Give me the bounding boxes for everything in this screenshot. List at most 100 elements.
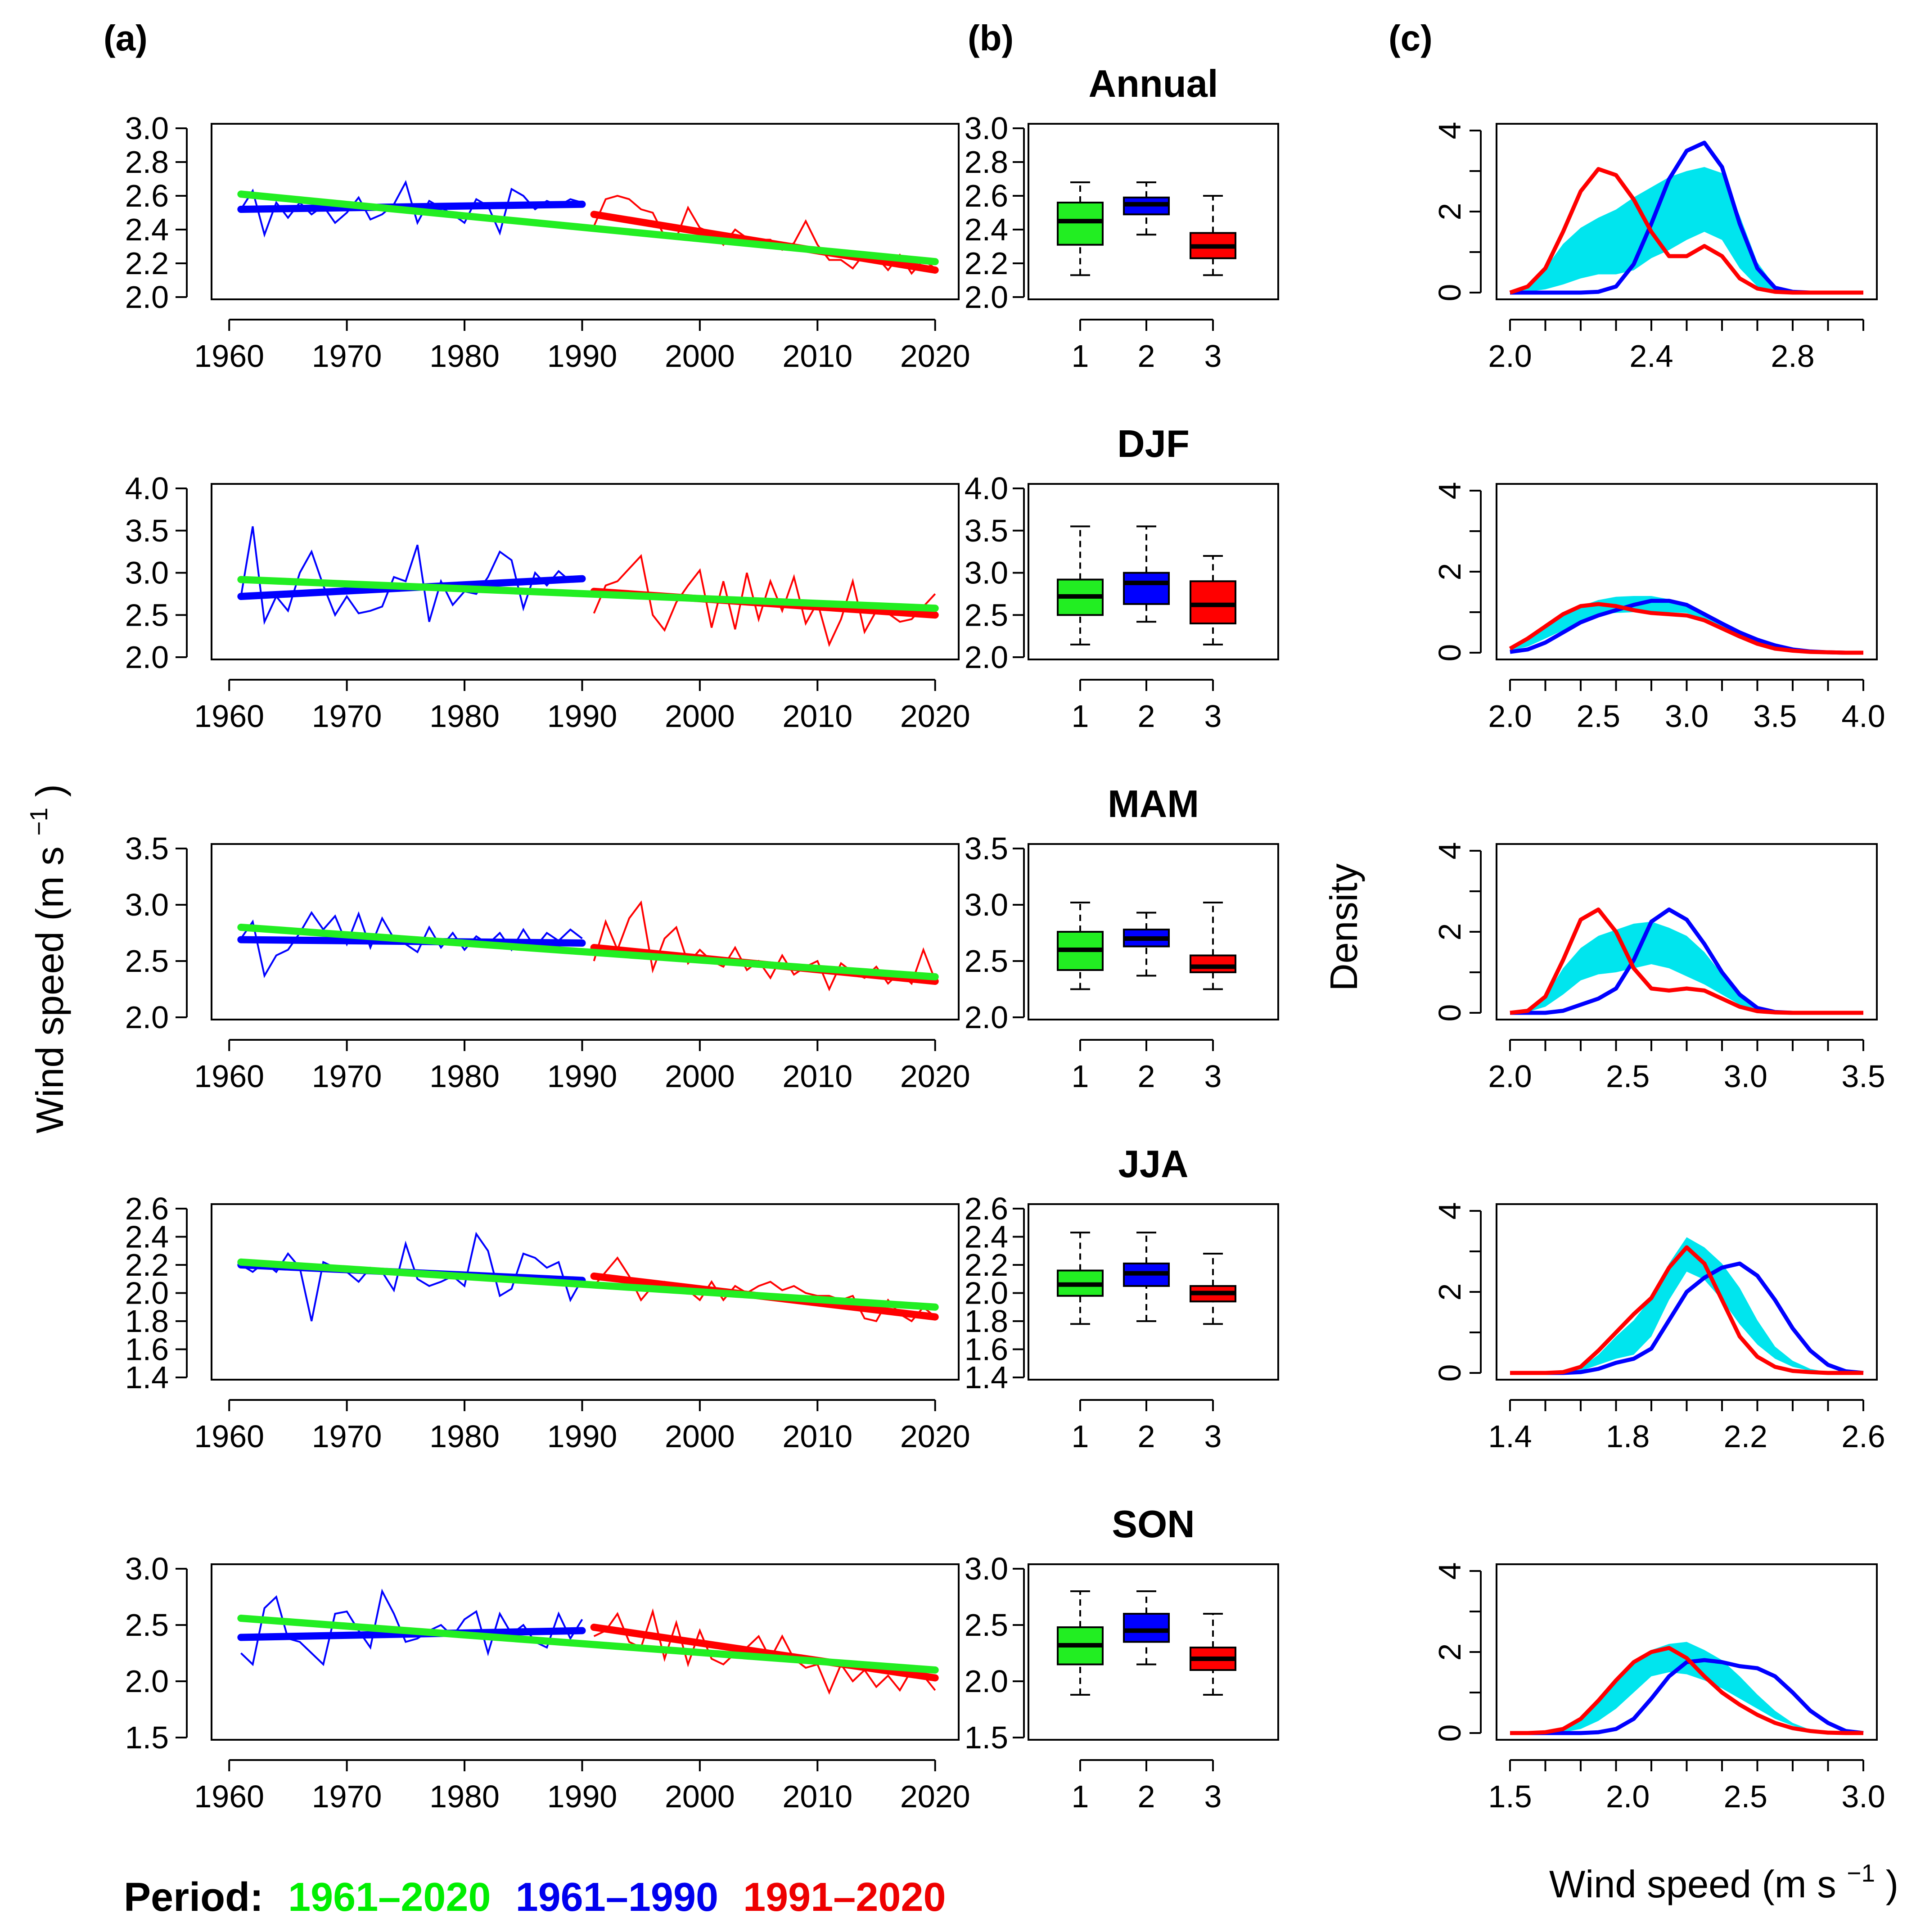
x-tick-label: 1970 xyxy=(312,699,382,734)
density-y-tick-label: 4 xyxy=(1432,1562,1467,1580)
trend-1961-2020 xyxy=(237,924,939,980)
x-tick-label: 1970 xyxy=(312,1419,382,1454)
density-1961-1990 xyxy=(1510,1658,1864,1735)
season-title: JJA xyxy=(1118,1143,1189,1186)
box-label: 1 xyxy=(1072,339,1089,374)
density-x-tick-label: 1.8 xyxy=(1606,1419,1650,1454)
box-label: 3 xyxy=(1204,1779,1222,1814)
x-tick-label: 2010 xyxy=(782,699,852,734)
y-tick-label: 2.4 xyxy=(965,212,1008,247)
density-band xyxy=(1510,167,1863,293)
x-tick-label: 2000 xyxy=(665,699,735,734)
density-x-tick-label: 2.0 xyxy=(1488,339,1532,374)
density-y-title: Density xyxy=(1323,863,1366,991)
series-1961-1990-line xyxy=(240,1589,583,1666)
density-x-tick-label: 3.0 xyxy=(1841,1779,1885,1814)
boxplot-frame xyxy=(1028,843,1279,1020)
trend-1961-2020 xyxy=(237,1258,939,1311)
y-tick-label: 3.5 xyxy=(965,831,1008,866)
x-tick-label: 2010 xyxy=(782,1059,852,1094)
y-tick-label: 2.6 xyxy=(965,178,1008,213)
wind-speed-x-label: Wind speed xyxy=(1549,1863,1751,1906)
y-tick-label: 2.2 xyxy=(125,1247,169,1282)
density-y-tick-label: 2 xyxy=(1432,203,1467,221)
box-label: 2 xyxy=(1138,699,1155,734)
y-tick-label: 4.0 xyxy=(125,471,169,506)
x-tick-label: 1960 xyxy=(194,1419,264,1454)
trend-1961-2020 xyxy=(237,576,939,612)
density-y-tick-label: 4 xyxy=(1432,482,1467,500)
x-tick-label: 2000 xyxy=(665,1779,735,1814)
box-body xyxy=(1057,202,1104,246)
box-body xyxy=(1123,1613,1170,1643)
y-tick-label: 1.5 xyxy=(125,1720,169,1755)
density-y-tick-label: 4 xyxy=(1432,122,1467,140)
y-tick-label: 2.2 xyxy=(125,246,169,281)
row-son: SON 1.5 2.0 2.5 3.0 1960 1970 1980 1990 2000 2010 2… xyxy=(125,1503,1885,1814)
y-tick-label: 2.4 xyxy=(125,212,169,247)
wind-speed-x-unit: (m s xyxy=(1762,1863,1836,1906)
y-tick-label: 3.0 xyxy=(125,555,169,591)
legend-title: Period: xyxy=(124,1875,263,1920)
y-tick-label: 2.0 xyxy=(125,1000,169,1035)
timeseries-frame xyxy=(211,483,960,660)
y-tick-label: 2.0 xyxy=(965,1000,1008,1035)
density-x-tick-label: 2.0 xyxy=(1488,699,1532,734)
boxplot-frame xyxy=(1028,123,1279,300)
season-title: SON xyxy=(1112,1503,1195,1546)
panel-label-a: (a) xyxy=(104,18,148,58)
x-tick-label: 1990 xyxy=(547,339,618,374)
y-tick-label: 3.5 xyxy=(965,513,1008,548)
y-tick-label: 2.6 xyxy=(125,1191,169,1226)
y-tick-label: 2.5 xyxy=(965,1607,1008,1643)
box-label: 3 xyxy=(1204,1059,1222,1094)
density-frame xyxy=(1496,843,1878,1020)
wind-speed-y-close: ) xyxy=(29,784,72,797)
density-x-tick-label: 1.5 xyxy=(1488,1779,1532,1814)
density-1991-2020 xyxy=(1509,167,1863,295)
legend-item-1991-2020: 1991–2020 xyxy=(743,1875,946,1920)
timeseries-frame xyxy=(211,123,960,300)
y-tick-label: 2.8 xyxy=(125,144,169,180)
x-tick-label: 1980 xyxy=(429,1779,500,1814)
density-y-tick-label: 2 xyxy=(1432,923,1467,941)
density-frame xyxy=(1496,483,1878,660)
y-tick-label: 2.2 xyxy=(965,246,1008,281)
x-tick-label: 2000 xyxy=(665,339,735,374)
y-tick-label: 2.6 xyxy=(965,1191,1008,1226)
x-tick-label: 2020 xyxy=(900,1419,970,1454)
x-tick-label: 1970 xyxy=(312,339,382,374)
wind-speed-y-exp: −1 xyxy=(25,808,53,836)
density-y-tick-label: 0 xyxy=(1432,1004,1467,1022)
x-tick-label: 2010 xyxy=(782,1779,852,1814)
density-y-tick-label: 2 xyxy=(1432,1643,1467,1661)
season-title: Annual xyxy=(1088,63,1218,105)
density-x-tick-label: 2.0 xyxy=(1606,1779,1650,1814)
trend-1961-2020 xyxy=(237,190,939,266)
y-tick-label: 2.5 xyxy=(125,943,169,979)
y-tick-label: 2.0 xyxy=(125,1276,169,1311)
density-y-tick-label: 0 xyxy=(1432,1364,1467,1382)
y-tick-label: 2.4 xyxy=(125,1219,169,1255)
y-tick-label: 1.4 xyxy=(125,1360,169,1395)
y-tick-label: 3.5 xyxy=(125,513,169,548)
y-tick-label: 3.0 xyxy=(965,887,1008,922)
density-1991-2020 xyxy=(1510,907,1863,1015)
boxplot-frame xyxy=(1028,1563,1279,1741)
box-body xyxy=(1190,954,1236,973)
y-tick-label: 2.5 xyxy=(125,597,169,632)
wind-speed-x-exp: −1 xyxy=(1847,1859,1875,1887)
box-label: 2 xyxy=(1138,1419,1155,1454)
y-tick-label: 2.5 xyxy=(965,597,1008,632)
x-tick-label: 2020 xyxy=(900,1059,970,1094)
x-tick-label: 1990 xyxy=(547,699,618,734)
y-tick-label: 2.0 xyxy=(965,640,1008,675)
y-tick-label: 3.0 xyxy=(125,111,169,146)
density-band xyxy=(1510,1237,1863,1373)
x-tick-label: 2020 xyxy=(900,1779,970,1814)
trend-1991-2020 xyxy=(590,1624,939,1682)
wind-speed-x-close: ) xyxy=(1886,1863,1898,1906)
y-tick-label: 2.0 xyxy=(125,280,169,315)
x-tick-label: 2020 xyxy=(900,339,970,374)
